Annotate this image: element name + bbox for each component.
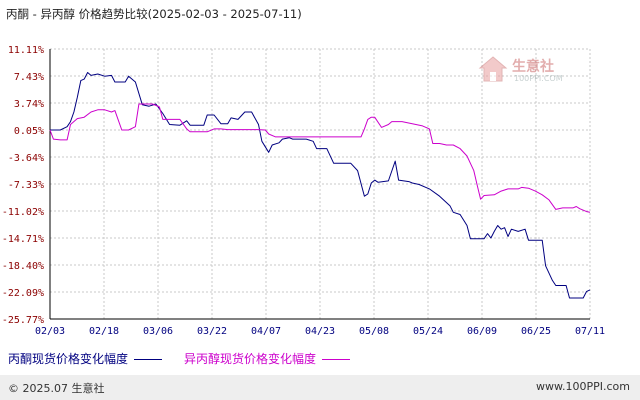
legend-label-isopropanol: 异丙醇现货价格变化幅度 — [184, 352, 317, 366]
chart-legend: 丙酮现货价格变化幅度 异丙醇现货价格变化幅度 — [8, 350, 372, 367]
legend-line-acetone — [134, 359, 163, 360]
watermark-text: 生意社 — [512, 59, 554, 75]
chart-grid — [49, 48, 591, 320]
y-tick-label: -22.09% — [2, 288, 44, 299]
y-tick-label: -18.40% — [2, 261, 44, 272]
y-axis: 11.11% 7.43% 3.74% 0.05% -3.64% -7.33% -11.02%… — [2, 45, 44, 326]
legend-label-acetone: 丙酮现货价格变化幅度 — [8, 352, 129, 366]
x-tick-label: 06/25 — [521, 326, 551, 337]
footer-link[interactable]: www.100PPI.com — [536, 380, 630, 393]
x-tick-label: 03/22 — [197, 326, 227, 337]
y-tick-label: -14.71% — [2, 234, 44, 245]
watermark-logo: 生意社 100PPI.COM — [478, 54, 578, 92]
y-tick-label: -3.64% — [8, 153, 44, 164]
x-tick-label: 06/09 — [467, 326, 497, 337]
x-tick-label: 05/08 — [359, 326, 389, 337]
y-tick-label: 7.43% — [14, 72, 44, 83]
x-tick-label: 02/18 — [89, 326, 119, 337]
x-axis: 02/03 02/18 03/06 03/22 04/07 04/23 05/08 05/24… — [35, 326, 605, 337]
x-tick-label: 04/07 — [251, 326, 281, 337]
x-tick-label: 05/24 — [413, 326, 443, 337]
legend-line-isopropanol — [322, 359, 351, 360]
chart-series — [49, 72, 591, 299]
y-tick-label: 3.74% — [14, 99, 44, 110]
x-tick-label: 07/11 — [575, 326, 605, 337]
y-tick-label: -7.33% — [8, 180, 44, 191]
footer-bar — [0, 375, 640, 400]
y-tick-label: -11.02% — [2, 207, 44, 218]
series-line-isopropanol — [49, 103, 591, 213]
y-tick-label: 0.05% — [14, 126, 44, 137]
watermark-sub: 100PPI.COM — [514, 74, 563, 83]
series-line-acetone — [50, 72, 591, 299]
chart-title: 丙酮 - 异丙醇 价格趋势比较(2025-02-03 - 2025-07-11) — [6, 7, 302, 21]
footer-copyright: © 2025.07 生意社 — [8, 382, 105, 395]
house-icon — [478, 56, 508, 82]
x-tick-label: 03/06 — [143, 326, 173, 337]
x-tick-label: 02/03 — [35, 326, 65, 337]
y-tick-label: -25.77% — [2, 315, 44, 326]
x-tick-label: 04/23 — [305, 326, 335, 337]
y-tick-label: 11.11% — [8, 45, 44, 56]
